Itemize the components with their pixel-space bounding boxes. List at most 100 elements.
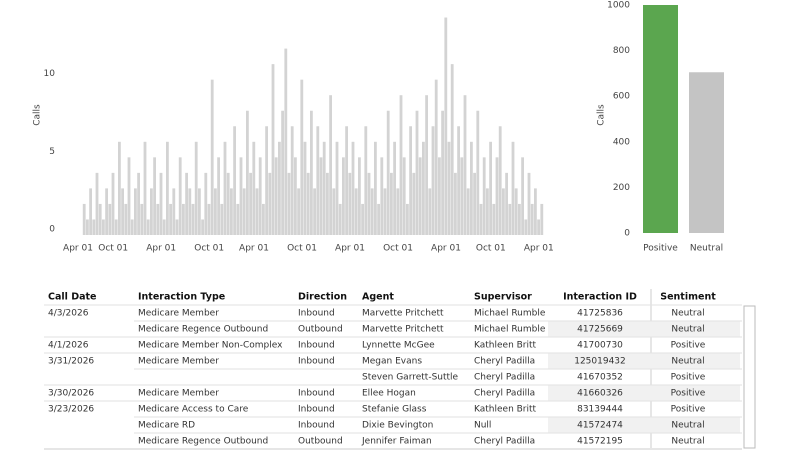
bar xyxy=(290,126,294,235)
table-cell: 3/23/2026 xyxy=(48,405,94,415)
table-cell: Inbound xyxy=(298,309,335,319)
table-cell: Stefanie Glass xyxy=(362,405,427,415)
bar xyxy=(156,203,160,235)
bar xyxy=(534,188,537,235)
bar xyxy=(354,188,358,235)
bar xyxy=(479,203,483,235)
bar xyxy=(204,172,208,235)
bar xyxy=(134,188,137,235)
bar xyxy=(249,172,252,235)
bar xyxy=(274,157,278,235)
bar xyxy=(492,203,496,235)
y-tick-label: 800 xyxy=(613,46,630,56)
bar xyxy=(175,219,179,235)
bar xyxy=(223,141,227,235)
bar xyxy=(505,172,508,235)
bar xyxy=(514,188,518,235)
bar xyxy=(393,141,396,235)
bar xyxy=(358,157,361,235)
table-cell: 3/30/2026 xyxy=(48,389,94,399)
table-cell: Outbound xyxy=(298,437,343,447)
bar xyxy=(422,141,425,235)
table-cell: 41670352 xyxy=(577,373,623,383)
bar xyxy=(111,172,115,235)
table-cell: Kathleen Britt xyxy=(474,405,537,415)
bar xyxy=(374,141,377,235)
bar xyxy=(489,141,492,235)
table-cell: Inbound xyxy=(298,421,335,431)
bar xyxy=(502,188,505,235)
bar xyxy=(262,203,265,235)
x-tick-label: Apr 01 xyxy=(524,244,554,254)
y-tick-label: 0 xyxy=(624,229,630,239)
bar xyxy=(89,188,92,235)
table-cell: Neutral xyxy=(671,421,704,431)
bar xyxy=(271,64,275,235)
bar xyxy=(406,203,409,235)
cell-shade xyxy=(548,353,740,369)
bar xyxy=(178,157,182,235)
x-tick-label: Oct 01 xyxy=(194,244,224,254)
bar xyxy=(239,157,243,235)
bar xyxy=(121,188,124,235)
bar xyxy=(153,157,156,235)
bar xyxy=(361,203,364,235)
bar xyxy=(415,110,419,235)
bar xyxy=(409,126,412,235)
table-cell: Medicare Member xyxy=(138,357,219,367)
bar xyxy=(124,203,128,235)
bar xyxy=(198,188,201,235)
bar xyxy=(460,157,464,235)
x-tick-label: Neutral xyxy=(690,244,723,254)
bar xyxy=(130,219,134,235)
table-cell: Marvette Pritchett xyxy=(362,325,444,335)
x-tick-label: Apr 01 xyxy=(239,244,269,254)
table-cell: Kathleen Britt xyxy=(474,341,537,351)
bar xyxy=(316,126,320,235)
bar xyxy=(214,188,217,235)
table-cell: Cheryl Padilla xyxy=(474,373,535,383)
bar xyxy=(310,110,313,235)
table-cell: Dixie Bevington xyxy=(362,421,433,431)
bar xyxy=(447,141,451,235)
bar xyxy=(425,95,428,235)
bar xyxy=(210,79,214,236)
table-cell: 41725669 xyxy=(577,325,623,335)
x-tick-label: Oct 01 xyxy=(287,244,317,254)
bar xyxy=(127,157,131,235)
table-cell: Inbound xyxy=(298,405,335,415)
x-tick-label: Positive xyxy=(643,244,678,254)
bar xyxy=(188,188,192,235)
bar xyxy=(348,172,352,235)
bar xyxy=(364,126,368,235)
bar xyxy=(386,110,390,235)
bar xyxy=(143,141,147,235)
bar xyxy=(150,188,153,235)
column-header: Interaction ID xyxy=(563,292,637,303)
bar xyxy=(319,157,323,235)
bar xyxy=(306,172,310,235)
table-cell: Inbound xyxy=(298,341,335,351)
table-cell: Medicare Access to Care xyxy=(138,405,249,415)
bar xyxy=(313,188,316,235)
bar xyxy=(226,172,230,235)
bar xyxy=(82,203,86,235)
bar xyxy=(230,188,233,235)
table-cell: Cheryl Padilla xyxy=(474,437,535,447)
bar xyxy=(284,48,288,235)
table-cell: Medicare Member xyxy=(138,389,219,399)
bar xyxy=(351,141,355,235)
x-tick-label: Apr 01 xyxy=(146,244,176,254)
x-tick-label: Apr 01 xyxy=(431,244,461,254)
bar xyxy=(159,172,163,235)
bar xyxy=(335,141,339,235)
scrollbar xyxy=(743,305,756,449)
table-cell: 41572474 xyxy=(577,421,623,431)
x-tick-label: Oct 01 xyxy=(98,244,128,254)
y-tick-label: 0 xyxy=(49,225,55,235)
bar xyxy=(380,157,384,235)
bar xyxy=(399,95,403,235)
y-tick-label: 600 xyxy=(613,92,630,102)
bar xyxy=(294,157,297,235)
